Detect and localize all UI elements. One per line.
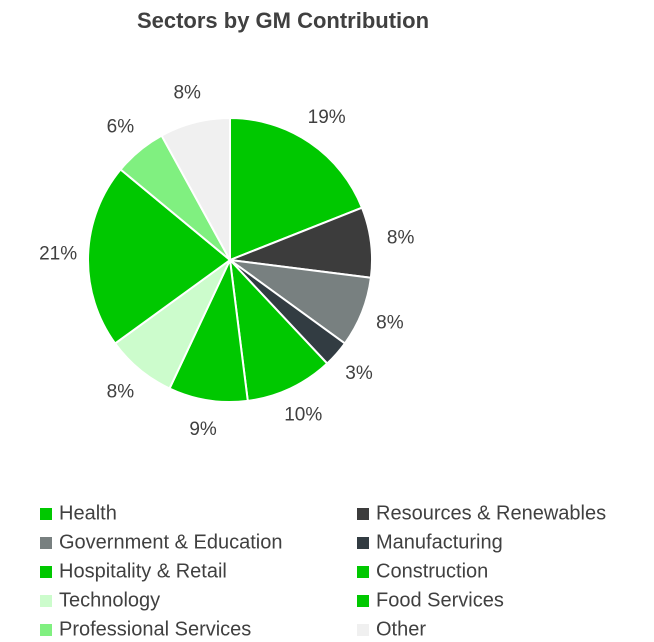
legend-swatch — [357, 508, 369, 520]
data-label: 9% — [189, 419, 217, 440]
data-label: 21% — [39, 244, 77, 265]
data-label: 3% — [345, 363, 373, 384]
legend-swatch — [40, 595, 52, 607]
data-label: 8% — [376, 312, 404, 333]
pie-slice — [87, 168, 232, 345]
data-label: 6% — [107, 116, 135, 137]
legend-swatch — [40, 537, 52, 549]
legend-swatch — [357, 624, 369, 636]
pie-slice — [229, 116, 364, 262]
data-label: 19% — [308, 107, 346, 128]
legend-label: Health — [59, 502, 117, 524]
legend-label: Other — [376, 618, 426, 640]
legend-label: Hospitality & Retail — [59, 560, 227, 582]
pie-slice — [160, 116, 231, 261]
data-label: 10% — [284, 405, 322, 426]
legend-swatch — [40, 624, 52, 636]
data-label: 8% — [107, 382, 135, 403]
chart-title: Sectors by GM Contribution — [137, 8, 429, 33]
legend-label: Food Services — [376, 589, 504, 611]
pie-slice — [168, 256, 249, 403]
legend-label: Construction — [376, 560, 488, 582]
data-label: 8% — [173, 82, 201, 103]
legend-swatch — [357, 595, 369, 607]
legend-swatch — [40, 566, 52, 578]
pie-slice — [228, 257, 329, 402]
legend-swatch — [357, 537, 369, 549]
legend-label: Technology — [59, 589, 160, 611]
data-label: 8% — [387, 227, 415, 248]
legend-swatch — [357, 566, 369, 578]
legend-label: Professional Services — [59, 618, 251, 640]
legend-swatch — [40, 508, 52, 520]
legend-label: Resources & Renewables — [376, 502, 606, 524]
legend-label: Manufacturing — [376, 531, 503, 553]
legend-label: Government & Education — [59, 531, 282, 553]
